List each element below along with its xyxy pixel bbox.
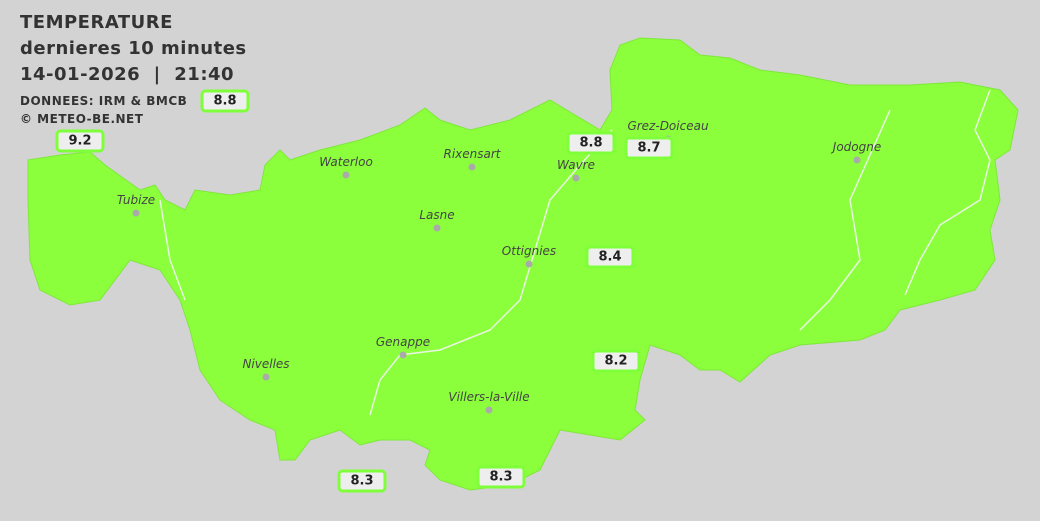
town-name: Lasne <box>419 208 455 222</box>
temperature-label[interactable]: 8.8 <box>566 131 616 155</box>
river <box>159 199 186 301</box>
temperature-label[interactable]: 9.2 <box>55 129 105 153</box>
river <box>369 129 613 416</box>
town-marker <box>525 260 533 268</box>
temperature-label[interactable]: 8.2 <box>591 349 641 373</box>
town-name: Jodogne <box>832 140 882 154</box>
town-name: Grez-Doiceau <box>627 119 709 133</box>
town-marker <box>853 156 861 164</box>
town-marker <box>132 209 140 217</box>
town-marker <box>468 163 476 171</box>
town-marker <box>485 406 493 414</box>
temperature-label[interactable]: 8.3 <box>337 469 387 493</box>
temperature-label[interactable]: 8.7 <box>624 136 674 160</box>
town-marker <box>342 171 350 179</box>
town-marker <box>262 373 270 381</box>
town-name: Genappe <box>375 335 431 349</box>
temperature-label[interactable]: 8.3 <box>476 465 526 489</box>
town-name: Waterloo <box>319 155 373 169</box>
town-name: Wavre <box>557 158 595 172</box>
town-name: Villers-la-Ville <box>448 390 530 404</box>
data-source: DONNEES: IRM & BMCB <box>20 94 188 108</box>
map-header: TEMPERATURE dernieres 10 minutes 14-01-2… <box>20 10 247 128</box>
map-datetime: 14-01-2026 | 21:40 <box>20 64 235 85</box>
map-subtitle: dernieres 10 minutes <box>20 38 247 59</box>
town-marker <box>572 174 580 182</box>
town-name: Nivelles <box>242 357 290 371</box>
town-name: Ottignies <box>501 244 557 258</box>
land-area <box>27 37 1019 491</box>
temperature-label[interactable]: 8.4 <box>585 245 635 269</box>
town-marker <box>433 224 441 232</box>
river <box>904 89 991 296</box>
town-name: Tubize <box>116 193 156 207</box>
town-marker <box>399 351 407 359</box>
temperature-label[interactable]: 8.8 <box>200 89 250 113</box>
river <box>799 109 891 331</box>
map-title: TEMPERATURE <box>20 12 173 33</box>
copyright: © METEO-BE.NET <box>20 112 144 126</box>
town-name: Rixensart <box>443 147 501 161</box>
